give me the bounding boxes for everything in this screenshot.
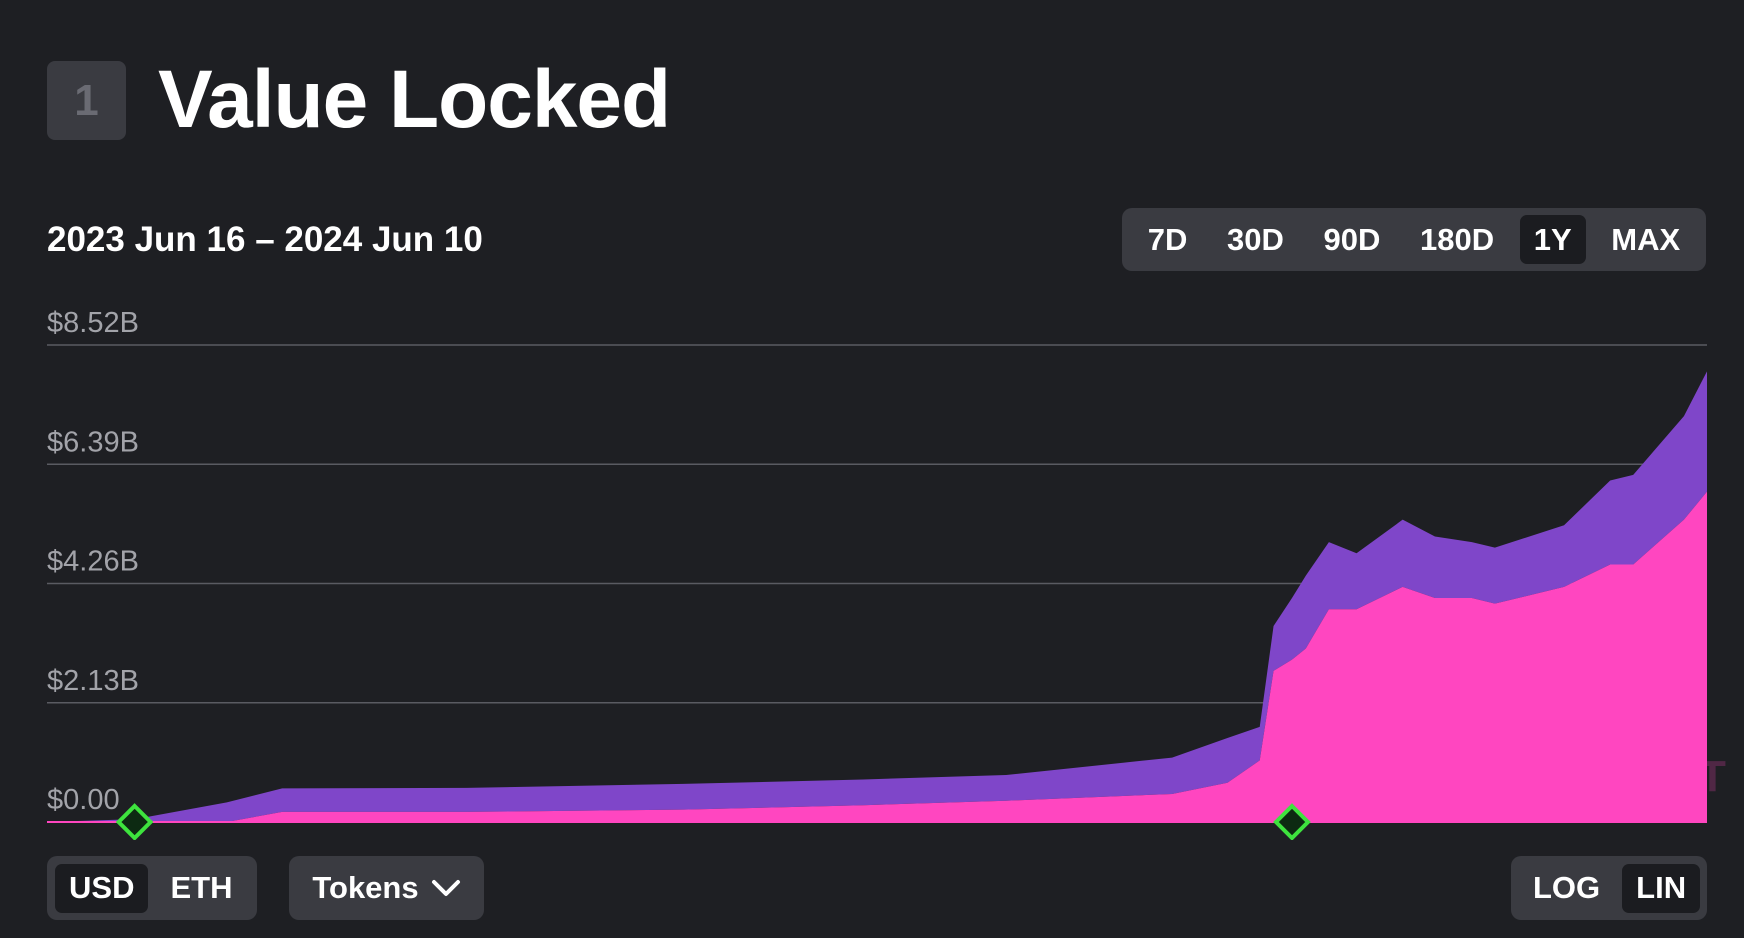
scale-toggle: LOG LIN — [1511, 856, 1707, 920]
section-number-badge: 1 — [47, 61, 126, 140]
lin-scale-button[interactable]: LIN — [1622, 863, 1701, 913]
unit-toggle: USD ETH — [47, 856, 257, 920]
range-button-7d[interactable]: 7D — [1147, 221, 1188, 257]
range-button-90d[interactable]: 90D — [1323, 221, 1381, 257]
y-tick-label: $4.26B — [47, 546, 139, 578]
milestone-marker[interactable] — [115, 803, 154, 840]
chevron-down-icon — [431, 880, 460, 896]
y-tick-label: $2.13B — [47, 665, 139, 697]
range-button-max[interactable]: MAX — [1611, 221, 1681, 257]
tokens-dropdown[interactable]: Tokens — [289, 856, 484, 920]
y-tick-label: $0.00 — [47, 784, 120, 816]
y-tick-label: $6.39B — [47, 426, 139, 458]
range-button-1y[interactable]: 1Y — [1519, 215, 1586, 264]
log-scale-button[interactable]: LOG — [1533, 870, 1601, 905]
y-tick-label: $8.52B — [47, 307, 139, 339]
milestone-marker[interactable] — [1273, 803, 1311, 840]
page-title: Value Locked — [158, 54, 671, 145]
series-area — [47, 371, 1707, 822]
date-range-label: 2023 Jun 16 – 2024 Jun 10 — [47, 220, 483, 259]
value-locked-chart[interactable]: $0.00 $2.13B $4.26B $6.39B $8.52B — [0, 300, 1744, 840]
eth-toggle-button[interactable]: ETH — [170, 870, 233, 905]
series-area — [47, 491, 1707, 822]
chart-svg: $0.00 $2.13B $4.26B $6.39B $8.52B — [47, 307, 1707, 840]
range-button-30d[interactable]: 30D — [1227, 221, 1284, 257]
range-button-180d[interactable]: 180D — [1420, 221, 1495, 257]
usd-toggle-button[interactable]: USD — [55, 863, 149, 913]
l2beat-watermark: L2BEAT — [1568, 752, 1726, 801]
time-range-selector: 7D 30D 90D 180D 1Y MAX — [1122, 208, 1706, 271]
tokens-dropdown-label: Tokens — [312, 870, 419, 905]
